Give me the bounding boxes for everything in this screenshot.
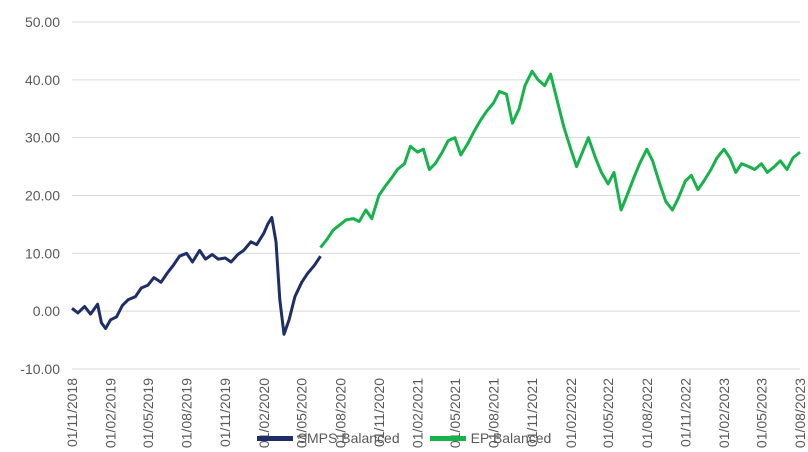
y-tick-label: 10.00 — [25, 245, 60, 261]
x-tick-label: 01/05/2019 — [140, 378, 156, 448]
x-tick-label: 01/11/2021 — [524, 378, 540, 447]
x-tick-label: 01/08/2020 — [332, 378, 348, 448]
x-tick-label: 01/11/2020 — [371, 378, 387, 447]
legend: SMPS Balanced EP Balanced — [0, 426, 808, 450]
series-line-smps-balanced — [71, 216, 322, 336]
x-tick-label: 01/05/2020 — [294, 378, 310, 448]
x-tick-label: 01/02/2021 — [410, 378, 426, 448]
y-tick-label: 40.00 — [25, 72, 60, 88]
legend-label-smps: SMPS Balanced — [297, 430, 400, 446]
legend-item-smps: SMPS Balanced — [256, 430, 400, 446]
x-tick-label: 01/08/2023 — [792, 378, 808, 448]
x-tick-label: 01/11/2018 — [64, 378, 80, 447]
y-tick-label: -10.00 — [20, 361, 60, 377]
x-tick-label: 01/02/2019 — [103, 378, 119, 448]
legend-swatch-smps — [256, 435, 293, 441]
legend-label-ep: EP Balanced — [470, 430, 552, 446]
x-tick-label: 01/02/2022 — [563, 378, 579, 448]
x-tick-label: 01/11/2022 — [677, 378, 693, 447]
gridlines — [72, 21, 800, 370]
y-tick-label: 20.00 — [25, 188, 60, 204]
y-tick-label: 50.00 — [25, 14, 60, 30]
y-tick-label: 30.00 — [25, 130, 60, 146]
x-tick-label: 01/02/2023 — [716, 378, 732, 448]
x-tick-label: 01/05/2022 — [600, 378, 616, 448]
x-tick-label: 01/11/2019 — [217, 378, 233, 447]
x-tick-label: 01/08/2019 — [179, 378, 195, 448]
x-tick-label: 01/02/2020 — [256, 378, 272, 448]
x-tick-label: 01/08/2021 — [486, 378, 502, 448]
x-tick-label: 01/05/2023 — [753, 378, 769, 448]
series-line-ep-balanced — [319, 69, 801, 249]
legend-swatch-ep — [429, 435, 466, 441]
x-axis-ticks: 01/11/2018 01/02/2019 01/05/2019 01/08/2019… — [64, 378, 808, 448]
y-axis-ticks: 50.00 40.00 30.00 20.00 10.00 0.00 -10.00 — [20, 14, 60, 377]
x-tick-label: 01/05/2021 — [447, 378, 463, 448]
series-lines — [71, 69, 801, 336]
legend-item-ep: EP Balanced — [429, 430, 552, 446]
x-tick-label: 01/08/2022 — [639, 378, 655, 448]
y-tick-label: 0.00 — [33, 303, 60, 319]
